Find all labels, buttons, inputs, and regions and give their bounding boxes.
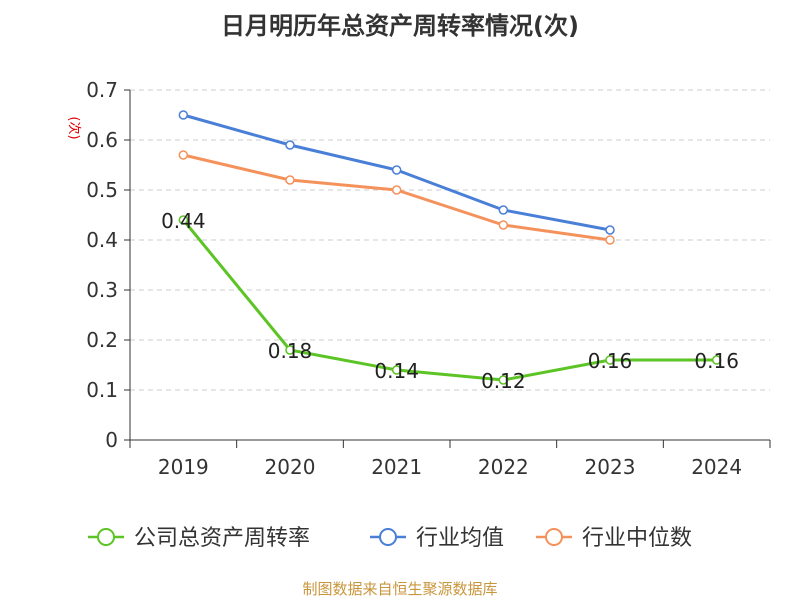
y-tick-label: 0.2 [86,328,118,352]
data-point [391,365,402,375]
data-label: 0.16 [694,349,739,373]
x-tick-label: 2021 [371,455,422,479]
legend-marker [545,528,563,546]
y-tick-label: 0.6 [86,128,118,152]
data-point [178,110,189,120]
data-point [178,215,189,225]
y-tick-label: 0.5 [86,178,118,202]
y-axis-label: (次) [66,116,82,139]
legend-item: 行业均值 [370,526,504,551]
data-label: 0.18 [268,339,313,363]
data-label: 0.16 [588,349,633,373]
y-tick-label: 0.7 [86,78,118,102]
x-tick-label: 2022 [478,455,529,479]
data-point [391,185,402,195]
data-point [285,175,295,185]
x-tick-label: 2023 [585,455,636,479]
chart-title: 日月明历年总资产周转率情况(次) [221,12,579,40]
y-tick-label: 0.4 [86,228,118,252]
legend-item: 公司总资产周转率 [88,526,310,551]
data-point [605,225,615,235]
y-tick-label: 0 [105,428,118,452]
data-point [285,140,295,150]
x-tick-label: 2024 [691,455,742,479]
y-tick-label: 0.3 [86,278,118,302]
data-label: 0.12 [481,369,526,393]
data-point [498,375,509,385]
data-point [498,205,509,215]
legend-label: 行业中位数 [582,526,692,551]
data-label: 0.14 [374,359,419,383]
data-point [711,355,722,365]
legend-marker [379,528,397,546]
legend-item: 行业中位数 [536,526,692,551]
legend-label: 行业均值 [416,526,504,551]
data-point [391,165,402,175]
data-point [498,220,509,230]
source-note: 制图数据来自恒生聚源数据库 [302,580,498,598]
x-tick-label: 2019 [158,455,209,479]
data-label: 0.44 [161,209,206,233]
data-point [605,355,615,365]
series-line [182,219,717,382]
y-tick-label: 0.1 [86,378,118,402]
legend-label: 公司总资产周转率 [134,526,310,551]
x-tick-label: 2020 [265,455,316,479]
data-point [178,150,189,160]
legend-marker [97,528,115,546]
data-point [605,235,615,245]
data-point [285,345,295,355]
